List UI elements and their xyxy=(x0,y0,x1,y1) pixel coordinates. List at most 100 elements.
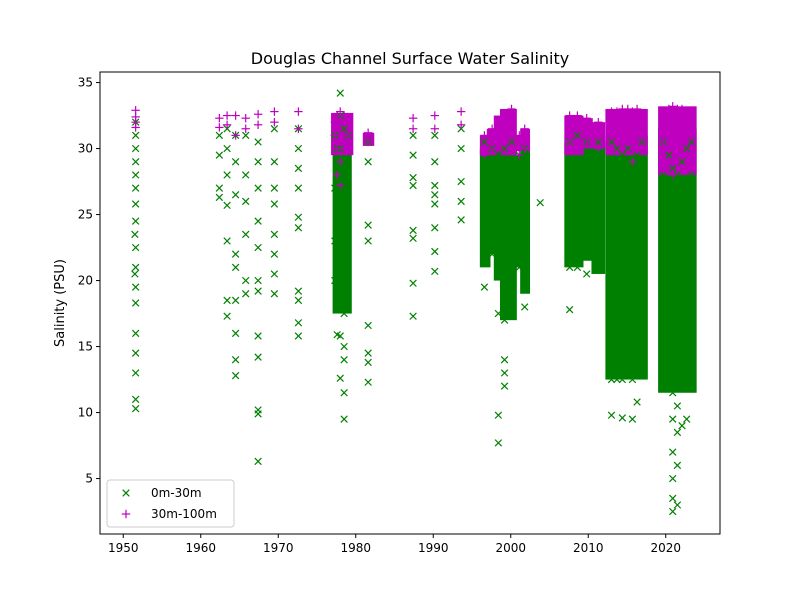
y-axis: 5 10 15 20 25 30 35 xyxy=(78,76,100,486)
point-0m-30m xyxy=(594,138,603,146)
point-30m-100m xyxy=(430,111,439,120)
dense-band xyxy=(520,128,531,152)
x-tick-label: 1990 xyxy=(418,541,449,555)
point-30m-100m xyxy=(515,150,524,160)
point-30m-100m xyxy=(573,111,582,120)
point-0m-30m xyxy=(638,138,646,146)
plot-area xyxy=(131,89,697,516)
point-0m-30m xyxy=(624,342,632,351)
point-0m-30m xyxy=(131,283,140,291)
point-0m-30m xyxy=(431,247,439,256)
point-0m-30m xyxy=(254,217,262,225)
point-0m-30m xyxy=(565,263,574,272)
point-0m-30m xyxy=(241,290,250,298)
point-30m-100m xyxy=(222,120,232,129)
point-0m-30m xyxy=(618,414,627,422)
point-0m-30m xyxy=(223,296,231,305)
point-0m-30m xyxy=(131,200,140,208)
point-0m-30m xyxy=(520,303,529,311)
point-0m-30m xyxy=(340,263,348,272)
point-0m-30m xyxy=(573,263,582,272)
legend-entry: 0m-30m xyxy=(122,486,202,500)
y-tick-label: 5 xyxy=(85,472,93,486)
point-0m-30m xyxy=(340,237,348,245)
point-0m-30m xyxy=(131,217,140,225)
point-0m-30m xyxy=(520,197,529,206)
point-0m-30m xyxy=(594,158,603,166)
point-30m-100m xyxy=(677,104,687,114)
point-0m-30m xyxy=(582,250,591,258)
point-0m-30m xyxy=(494,411,503,419)
point-30m-100m xyxy=(565,111,574,120)
point-0m-30m xyxy=(594,210,603,219)
point-0m-30m xyxy=(633,349,641,357)
point-30m-100m xyxy=(336,181,345,190)
point-0m-30m xyxy=(669,415,677,423)
point-0m-30m xyxy=(638,250,646,258)
point-0m-30m xyxy=(500,171,509,179)
point-30m-100m xyxy=(628,107,637,116)
point-0m-30m xyxy=(480,283,489,291)
point-30m-100m xyxy=(668,144,677,153)
point-30m-100m xyxy=(294,124,303,133)
point-0m-30m xyxy=(333,197,341,206)
point-0m-30m xyxy=(336,217,344,225)
point-0m-30m xyxy=(294,224,303,232)
point-0m-30m xyxy=(254,457,262,466)
point-30m-100m xyxy=(363,137,373,147)
legend-label: 30m-100m xyxy=(151,507,217,521)
point-0m-30m xyxy=(500,316,509,324)
point-0m-30m xyxy=(673,329,682,338)
point-0m-30m xyxy=(507,237,516,245)
point-30m-100m xyxy=(607,131,616,140)
y-axis-label: Salinity (PSU) xyxy=(53,259,68,347)
point-30m-100m xyxy=(253,120,263,129)
point-30m-100m xyxy=(336,157,345,166)
point-30m-100m xyxy=(480,150,489,160)
point-0m-30m xyxy=(480,237,489,245)
point-30m-100m xyxy=(330,117,340,127)
point-0m-30m xyxy=(223,144,231,153)
point-30m-100m xyxy=(637,111,646,120)
point-0m-30m xyxy=(659,250,668,258)
point-0m-30m xyxy=(613,144,621,153)
point-0m-30m xyxy=(687,276,696,285)
point-0m-30m xyxy=(618,191,627,199)
point-0m-30m xyxy=(344,217,352,225)
point-0m-30m xyxy=(638,210,646,219)
point-0m-30m xyxy=(618,270,627,278)
point-0m-30m xyxy=(607,375,616,384)
point-30m-100m xyxy=(231,111,240,120)
point-0m-30m xyxy=(340,309,348,318)
point-30m-100m xyxy=(500,131,509,140)
point-0m-30m xyxy=(336,89,344,97)
dense-band xyxy=(591,141,606,274)
point-0m-30m xyxy=(673,290,682,298)
point-0m-30m xyxy=(131,369,140,377)
point-30m-100m xyxy=(408,124,418,133)
point-0m-30m xyxy=(638,171,646,179)
point-0m-30m xyxy=(254,410,262,418)
point-0m-30m xyxy=(294,213,303,221)
point-0m-30m xyxy=(270,200,279,208)
point-0m-30m xyxy=(607,138,616,146)
point-0m-30m xyxy=(333,290,341,298)
point-30m-100m xyxy=(222,111,232,120)
point-0m-30m xyxy=(618,151,627,159)
x-tick-label: 2000 xyxy=(495,541,526,555)
point-30m-100m xyxy=(582,137,591,147)
point-0m-30m xyxy=(536,198,544,207)
point-0m-30m xyxy=(223,312,231,320)
point-30m-100m xyxy=(343,131,353,140)
point-0m-30m xyxy=(607,250,616,258)
legend-marker xyxy=(122,489,130,497)
point-0m-30m xyxy=(294,164,303,173)
point-0m-30m xyxy=(223,201,231,210)
point-0m-30m xyxy=(409,226,417,235)
point-0m-30m xyxy=(336,374,344,382)
point-0m-30m xyxy=(333,224,341,232)
point-0m-30m xyxy=(618,230,627,239)
point-30m-100m xyxy=(618,144,627,153)
dense-band xyxy=(591,122,606,149)
